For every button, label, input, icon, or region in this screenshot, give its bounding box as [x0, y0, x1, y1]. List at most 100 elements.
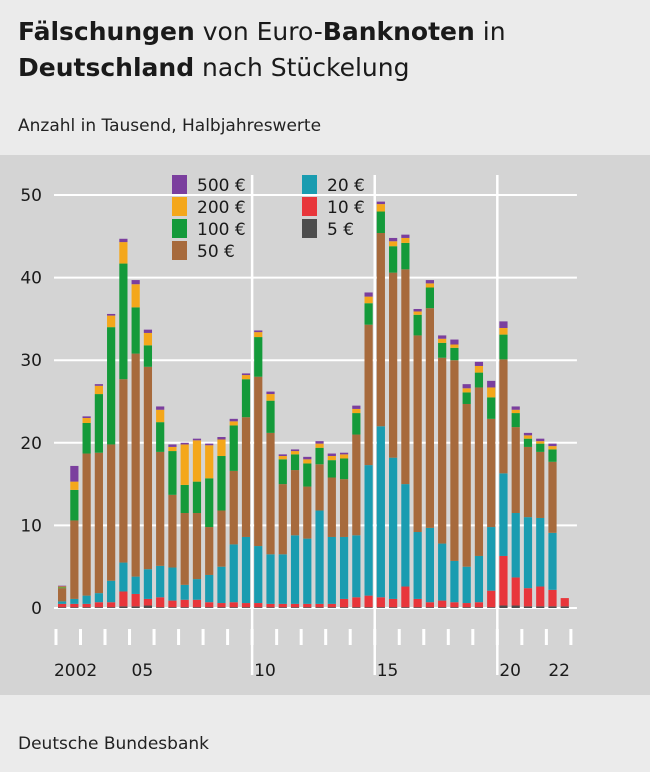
bar-segment — [352, 405, 361, 409]
bar-segment — [241, 417, 251, 537]
legend-label: 50 € — [197, 242, 235, 262]
bar-segment — [180, 607, 189, 608]
bar-segment — [536, 441, 545, 444]
bar-segment — [327, 607, 336, 608]
legend-label: 500 € — [197, 176, 246, 196]
bar-segment — [339, 479, 349, 537]
legend-label: 10 € — [327, 198, 365, 218]
bar-segment — [315, 443, 324, 448]
bar-segment — [413, 532, 422, 599]
bar-segment — [487, 590, 496, 608]
legend-swatch — [172, 219, 187, 238]
bar-segment — [143, 366, 153, 570]
bar-segment — [241, 536, 251, 604]
bar-segment — [438, 342, 447, 358]
bar-segment — [487, 380, 496, 388]
title-word-3: Banknoten — [322, 17, 475, 46]
bar-segment — [290, 535, 300, 604]
bar-segment — [352, 434, 361, 536]
bar-segment — [413, 314, 422, 336]
bar-segment — [462, 384, 471, 389]
bar-segment — [241, 373, 251, 376]
bar-segment — [450, 607, 459, 608]
bar-segment — [352, 607, 361, 608]
bar-segment — [327, 453, 336, 457]
bar-segment — [499, 327, 508, 335]
bar-segment — [229, 418, 238, 422]
bar-segment — [315, 441, 324, 444]
bar-segment — [82, 607, 91, 608]
bar-segment — [523, 588, 533, 607]
bar-segment — [266, 394, 275, 401]
bar-segment — [401, 607, 410, 608]
bar-segment — [143, 605, 153, 608]
bar-segment — [229, 421, 238, 426]
bar-segment — [143, 569, 153, 599]
bar-segment — [315, 464, 324, 511]
bar-segment — [131, 280, 140, 285]
legend-swatch — [172, 197, 187, 216]
legend-label: 200 € — [197, 198, 246, 218]
bar-segment — [82, 416, 91, 419]
bar-segment — [94, 607, 103, 608]
bar-segment — [352, 408, 361, 414]
bar-segment — [168, 444, 177, 447]
bar-segment — [499, 473, 508, 556]
bar-segment — [94, 452, 103, 594]
y-tick-label: 20 — [20, 434, 42, 454]
bar-segment — [303, 456, 312, 460]
bar-segment — [339, 458, 349, 480]
bar-segment — [70, 520, 79, 599]
bar-segment — [536, 586, 545, 607]
chart-svg: 0 10 20 30 40 50 2002 05 10 15 20 22 500 €200 €100 €… — [20, 175, 577, 681]
bar-segment — [438, 607, 447, 608]
bar-segment — [389, 272, 398, 458]
bar-segment — [168, 600, 177, 608]
bar-segment — [389, 457, 398, 599]
bar-segment — [327, 477, 336, 537]
bar-segment — [425, 280, 434, 284]
bar-segment — [339, 452, 349, 455]
bar-segment — [58, 603, 67, 608]
bar-segment — [474, 607, 484, 608]
bar-segment — [352, 535, 361, 598]
bar-segment — [389, 246, 398, 273]
bar-segment — [487, 418, 496, 528]
bar-segment — [523, 438, 533, 447]
bar-segment — [327, 456, 336, 461]
bar-segment — [511, 413, 520, 428]
bar-segment — [487, 607, 496, 608]
bar-segment — [474, 555, 484, 603]
bar-segment — [548, 449, 557, 462]
bar-segment — [119, 606, 128, 608]
bar-segment — [523, 435, 533, 439]
bar-segment — [168, 451, 177, 495]
bar-segment — [119, 591, 128, 607]
bar-segment — [474, 602, 484, 608]
bar-segment — [474, 361, 484, 366]
bar-segment — [58, 585, 67, 587]
bar-segment — [192, 607, 202, 608]
bar-segment — [401, 242, 410, 270]
bar-segment — [438, 543, 447, 601]
y-tick-label: 30 — [20, 351, 42, 371]
bar-segment — [192, 513, 202, 580]
bar-segment — [548, 532, 557, 590]
bar-segment — [192, 481, 202, 514]
bar-segment — [523, 432, 533, 436]
bar-segment — [450, 602, 459, 608]
bar-segment — [229, 607, 238, 608]
legend-swatch — [172, 175, 187, 194]
bar-segment — [119, 242, 128, 264]
legend-label: 20 € — [327, 176, 365, 196]
bar-segment — [315, 607, 324, 608]
y-tick-label: 0 — [31, 599, 42, 619]
x-tick-label: 22 — [548, 661, 570, 681]
bar-segment — [438, 335, 447, 339]
bar-segment — [364, 324, 373, 466]
bar-segment — [107, 444, 116, 581]
legend-swatch — [302, 197, 317, 216]
bar-segment — [438, 600, 447, 608]
bar-segment — [389, 237, 398, 242]
bar-segment — [143, 332, 153, 346]
